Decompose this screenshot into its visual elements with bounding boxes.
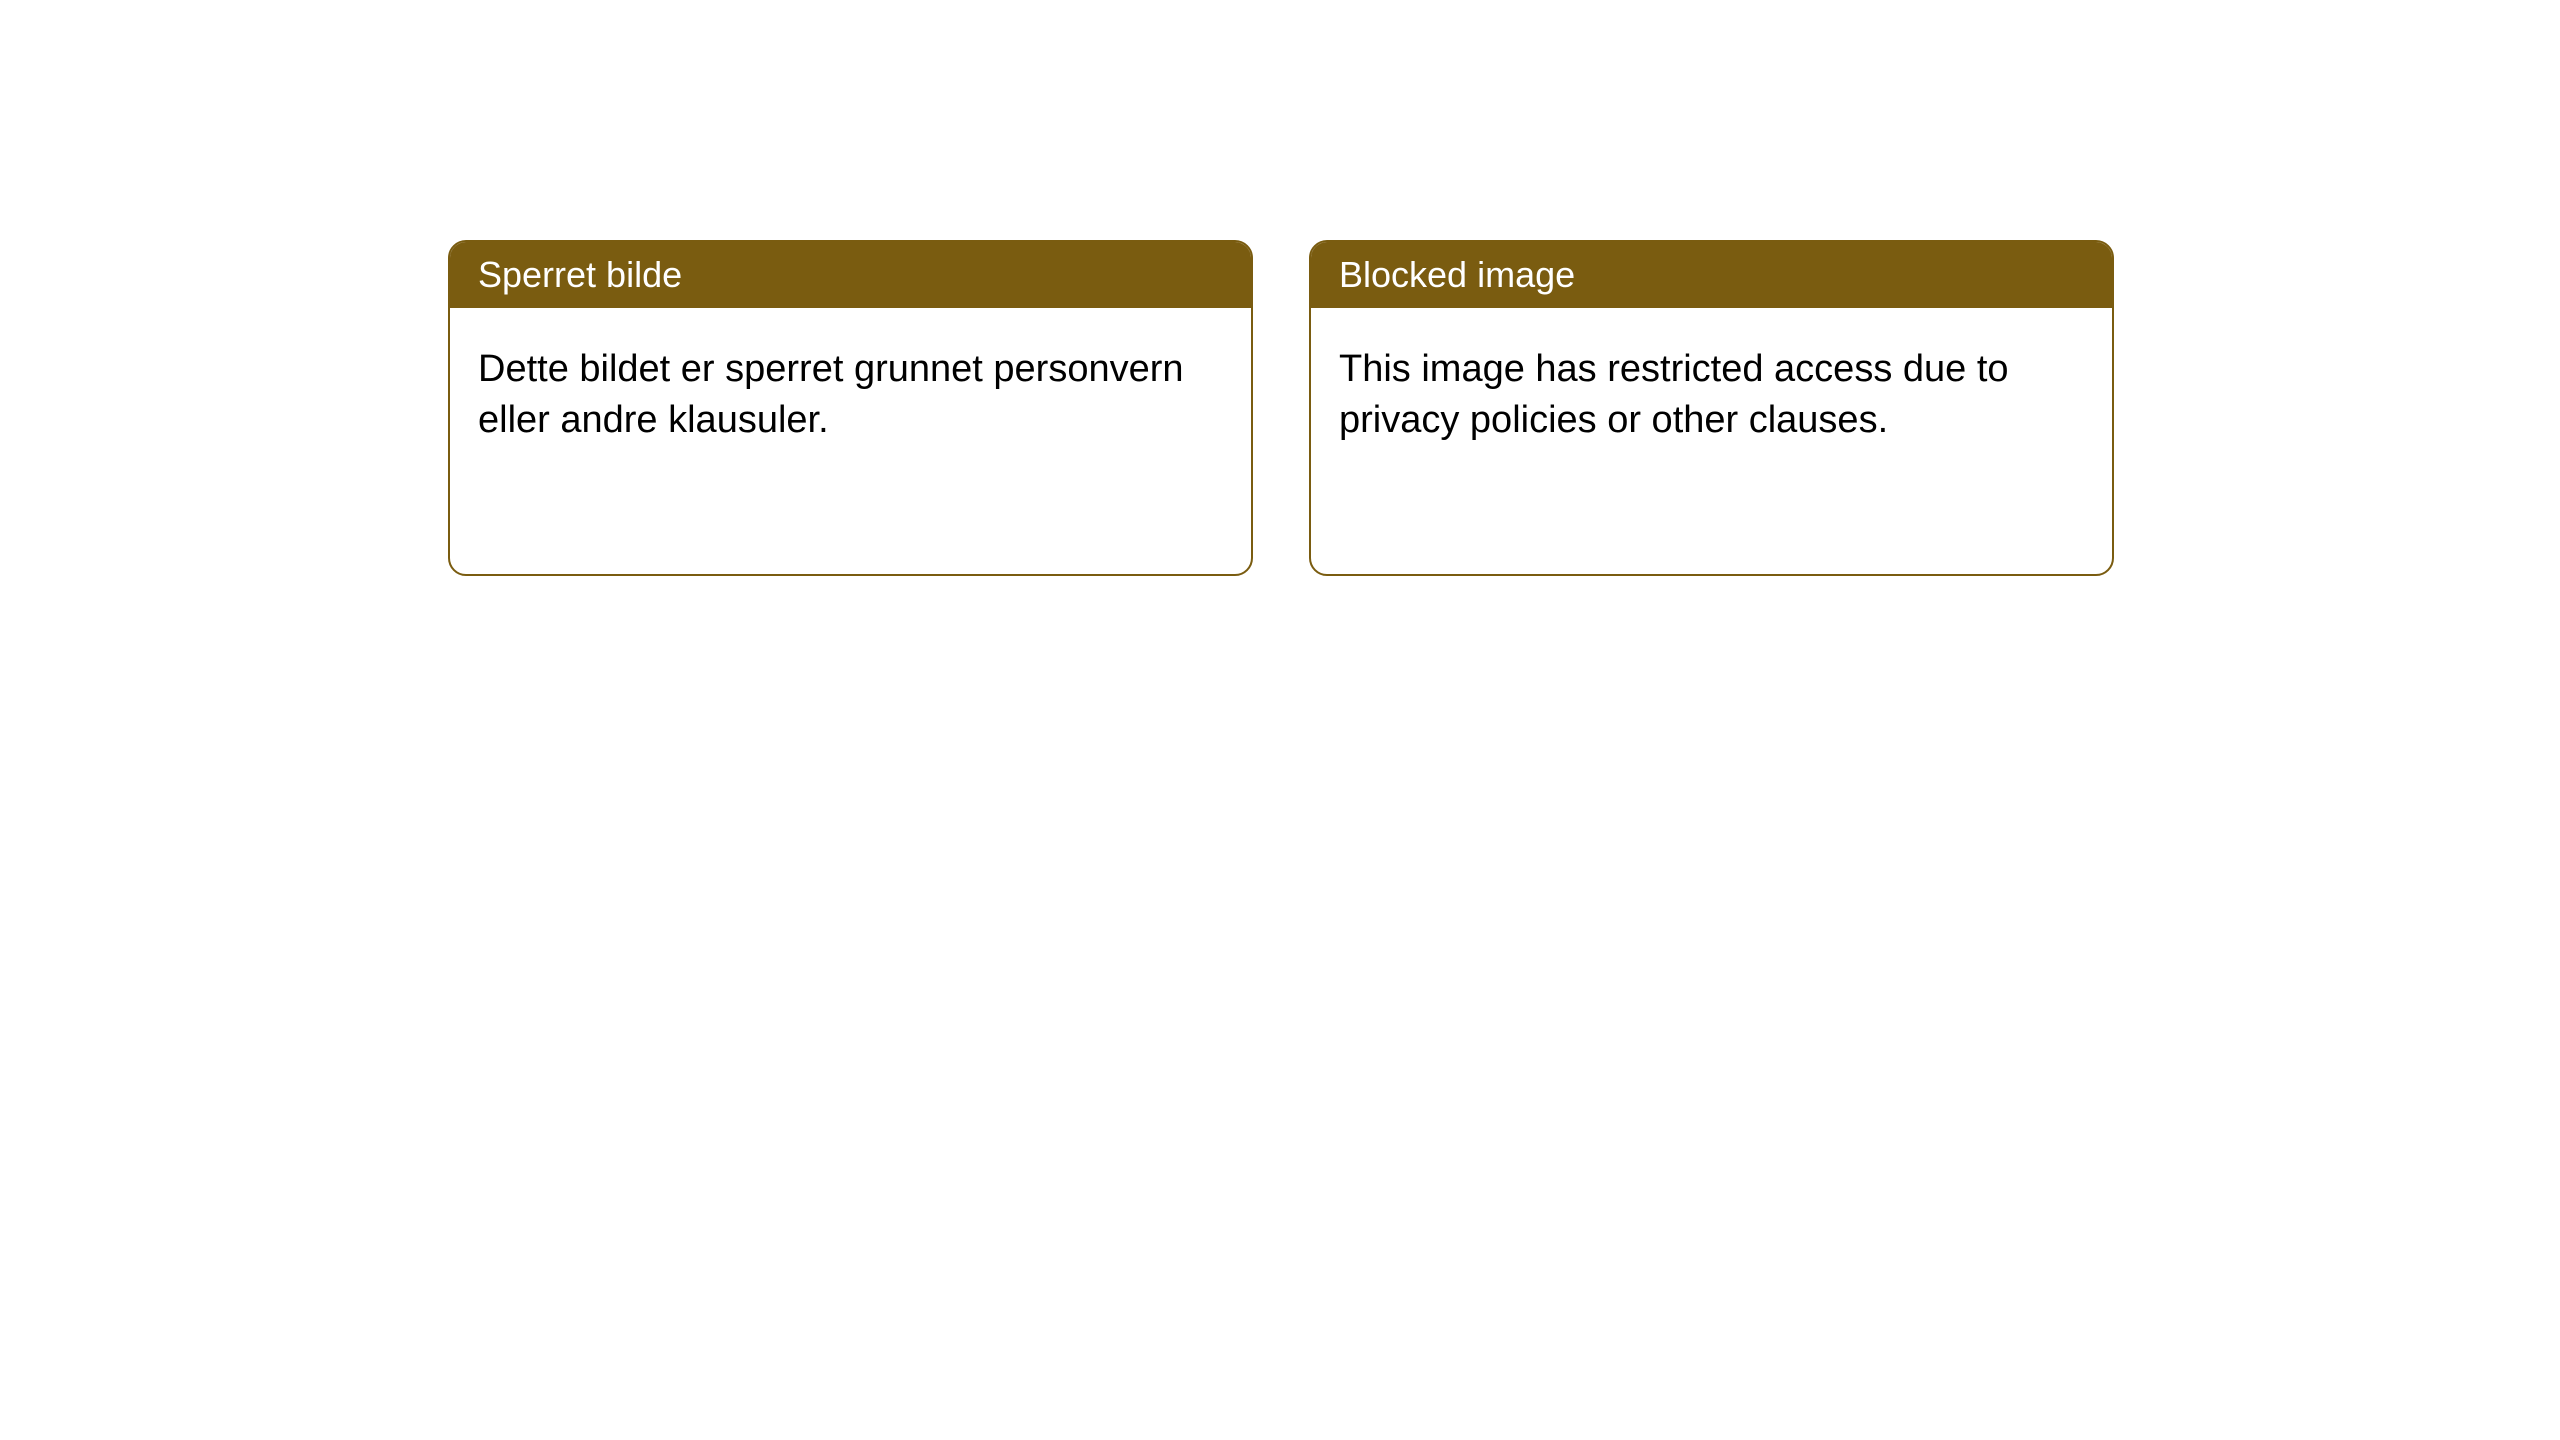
notice-box-norwegian: Sperret bilde Dette bildet er sperret gr… (448, 240, 1253, 576)
notice-body-text: This image has restricted access due to … (1339, 348, 2009, 441)
notice-container: Sperret bilde Dette bildet er sperret gr… (448, 240, 2114, 576)
notice-title: Blocked image (1339, 254, 1575, 295)
notice-box-english: Blocked image This image has restricted … (1309, 240, 2114, 576)
notice-title: Sperret bilde (478, 254, 682, 295)
notice-body: Dette bildet er sperret grunnet personve… (450, 308, 1251, 483)
notice-body-text: Dette bildet er sperret grunnet personve… (478, 348, 1184, 441)
notice-body: This image has restricted access due to … (1311, 308, 2112, 483)
notice-header: Blocked image (1311, 242, 2112, 308)
notice-header: Sperret bilde (450, 242, 1251, 308)
